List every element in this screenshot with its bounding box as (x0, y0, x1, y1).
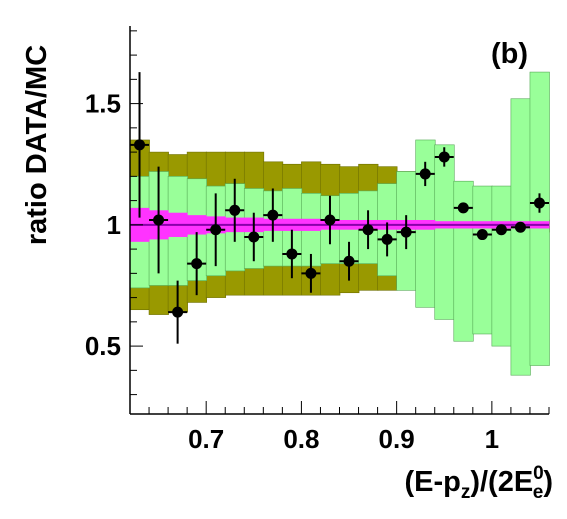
data-point (510, 221, 530, 233)
panel-label: (b) (491, 38, 528, 70)
y-tick-label: 1 (107, 210, 121, 240)
data-point (472, 229, 492, 241)
point-marker (514, 221, 526, 233)
data-point (149, 166, 169, 274)
inner-band-bin (529, 71, 550, 366)
x-title-part: (E-p (404, 466, 460, 498)
data-point (130, 72, 150, 218)
data-point (206, 193, 226, 267)
point-marker (248, 231, 260, 243)
y-tick-label: 0.5 (85, 331, 121, 361)
data-point (301, 253, 321, 293)
x-title-sup-0: 0 (533, 463, 544, 484)
data-point (320, 195, 340, 245)
inner-band-bin (472, 185, 493, 335)
point-marker (191, 258, 203, 270)
data-points (130, 72, 549, 344)
data-point (339, 241, 359, 281)
data-point (187, 232, 207, 296)
data-point (491, 224, 511, 236)
point-marker (476, 229, 488, 241)
point-marker (438, 151, 450, 163)
point-marker (400, 226, 412, 238)
data-point (453, 202, 473, 214)
data-point (415, 161, 435, 187)
data-point (263, 188, 283, 242)
point-marker (172, 306, 184, 318)
inner-band-bin (434, 144, 455, 320)
inner-band-bin (510, 98, 531, 376)
x-tick-label: 0.7 (188, 424, 224, 454)
point-marker (210, 224, 222, 236)
point-marker (533, 197, 545, 209)
data-point (358, 210, 378, 250)
y-tick-label: 1.5 (85, 89, 121, 119)
point-marker (381, 233, 393, 245)
data-point (282, 229, 302, 279)
x-title-sub-e: e (533, 482, 544, 503)
x-axis-ticks: 0.7 0.8 0.9 1 (129, 401, 550, 454)
point-marker (134, 139, 146, 151)
x-title-part: ) (543, 466, 553, 498)
point-marker (305, 267, 317, 279)
point-marker (495, 224, 507, 236)
point-marker (419, 168, 431, 180)
point-marker (457, 202, 469, 214)
point-marker (343, 255, 355, 267)
x-tick-label: 0.8 (283, 424, 319, 454)
data-point (168, 280, 188, 344)
x-title-part: )/(2E (470, 466, 533, 498)
x-title-sub-z: z (461, 482, 471, 503)
y-axis-title: ratio DATA/MC (21, 45, 53, 245)
x-axis-title: (E-pz)/(2E0 e) (404, 463, 553, 503)
point-marker (362, 224, 374, 236)
point-marker (153, 214, 165, 226)
data-point (434, 147, 454, 167)
point-marker (229, 204, 241, 216)
y-axis-ticks: 0.5 1 1.5 (85, 30, 143, 396)
data-point (225, 178, 245, 242)
data-point (396, 215, 416, 250)
inner-band-bin (491, 185, 512, 347)
data-point (529, 193, 549, 213)
data-point (244, 212, 264, 262)
x-tick-label: 0.9 (379, 424, 415, 454)
point-marker (267, 209, 279, 221)
point-marker (324, 214, 336, 226)
x-tick-label: 1 (485, 424, 499, 454)
data-point (377, 222, 397, 257)
point-marker (286, 248, 298, 260)
